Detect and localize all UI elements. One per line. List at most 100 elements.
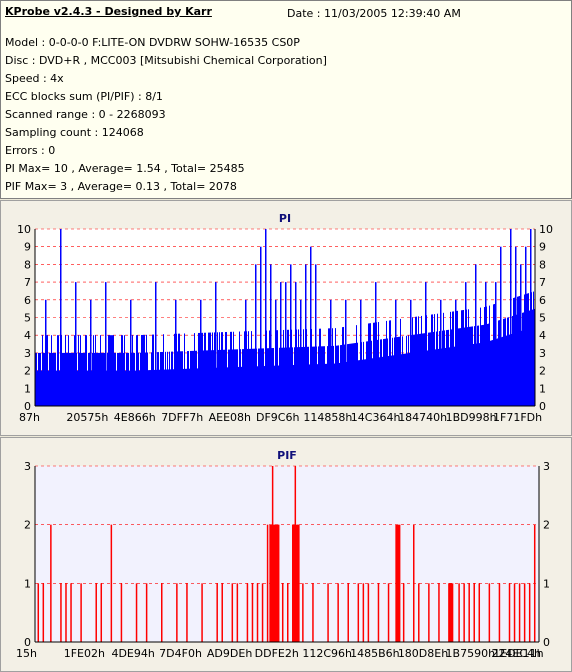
bar	[264, 366, 265, 406]
bar	[122, 335, 123, 406]
bar	[97, 352, 98, 406]
bar	[107, 352, 108, 406]
bar	[249, 348, 250, 406]
bar	[327, 346, 328, 406]
info-pif: PIF Max= 3 , Average= 0.13 , Total= 2078	[5, 180, 237, 193]
bar	[226, 331, 227, 406]
bar	[239, 331, 240, 406]
bar	[332, 328, 333, 406]
bar	[53, 352, 54, 406]
y-tick-label-left: 8	[24, 258, 31, 271]
pif-chart: PIF 0 0 1 1 2 2 3 3 15h 1FE02h 4DE94h 7D4F0h AD9DEh DD…	[16, 449, 550, 660]
bar	[48, 370, 49, 406]
bar	[170, 369, 171, 406]
bar	[421, 315, 422, 406]
bar	[499, 320, 500, 406]
bar	[121, 335, 122, 406]
bar	[120, 352, 121, 406]
bar	[234, 349, 235, 406]
y-tick-label-right: 8	[539, 258, 546, 271]
bar	[502, 336, 503, 406]
bar	[120, 583, 123, 642]
bar	[328, 328, 329, 406]
bar	[389, 320, 390, 406]
bar	[297, 524, 299, 642]
bar	[193, 350, 194, 406]
bar	[364, 359, 365, 406]
bar	[467, 327, 468, 406]
bar	[275, 299, 277, 406]
bar	[111, 335, 112, 406]
bar	[77, 370, 78, 406]
bar	[225, 332, 226, 406]
bar	[437, 313, 438, 406]
bar	[337, 345, 338, 406]
bar	[95, 335, 96, 406]
bar	[102, 352, 103, 406]
bar	[162, 351, 163, 406]
bar	[119, 352, 120, 406]
x-tick-label: 1485B6h	[350, 647, 400, 660]
bar	[445, 347, 446, 406]
bar	[265, 229, 267, 406]
bar	[263, 348, 264, 406]
bar	[390, 320, 391, 406]
bar	[94, 352, 95, 406]
x-tick-label: 15h	[16, 647, 37, 660]
bar	[527, 293, 528, 406]
bar	[300, 299, 302, 406]
bar	[493, 304, 494, 406]
bar	[302, 583, 304, 642]
bar	[398, 336, 399, 406]
bar	[194, 333, 195, 406]
bar	[195, 350, 196, 406]
bar	[137, 335, 138, 406]
bar	[280, 282, 282, 406]
bar	[144, 334, 145, 406]
bar	[108, 335, 109, 406]
bar	[164, 369, 165, 406]
bar	[293, 365, 294, 406]
bar	[348, 343, 349, 406]
bar	[208, 332, 209, 406]
bar	[134, 352, 135, 406]
bar	[110, 524, 113, 642]
bar	[109, 335, 110, 406]
bar	[482, 325, 483, 406]
bar	[472, 326, 473, 406]
bar	[104, 352, 105, 406]
bar	[110, 335, 111, 406]
bar	[349, 343, 350, 406]
bar	[231, 583, 234, 642]
bar	[245, 299, 247, 406]
bar	[402, 336, 403, 406]
bar	[353, 343, 354, 406]
x-tick-label: 1FE02h	[64, 647, 105, 660]
bar	[267, 348, 268, 406]
bar	[145, 583, 148, 642]
bar	[50, 388, 52, 406]
bar	[509, 334, 510, 406]
bar	[465, 282, 467, 406]
bar	[351, 343, 352, 406]
y-tick-label-left: 3	[24, 347, 31, 360]
bar	[429, 332, 430, 406]
bar	[95, 583, 97, 642]
bar	[523, 583, 526, 642]
bar	[145, 352, 146, 406]
bar	[288, 329, 289, 406]
bar	[54, 352, 55, 406]
y-tick-label-right: 2	[539, 365, 546, 378]
bar	[409, 353, 410, 406]
bar	[147, 352, 148, 406]
bar	[347, 344, 348, 406]
x-tick-label: 1BD998h	[446, 411, 497, 424]
bar	[103, 352, 104, 406]
bar	[229, 349, 230, 406]
bar	[312, 346, 313, 406]
bar	[455, 299, 457, 406]
info-errors: Errors : 0	[5, 144, 56, 157]
bar	[37, 370, 38, 406]
bar	[504, 318, 505, 406]
bar	[186, 583, 188, 642]
